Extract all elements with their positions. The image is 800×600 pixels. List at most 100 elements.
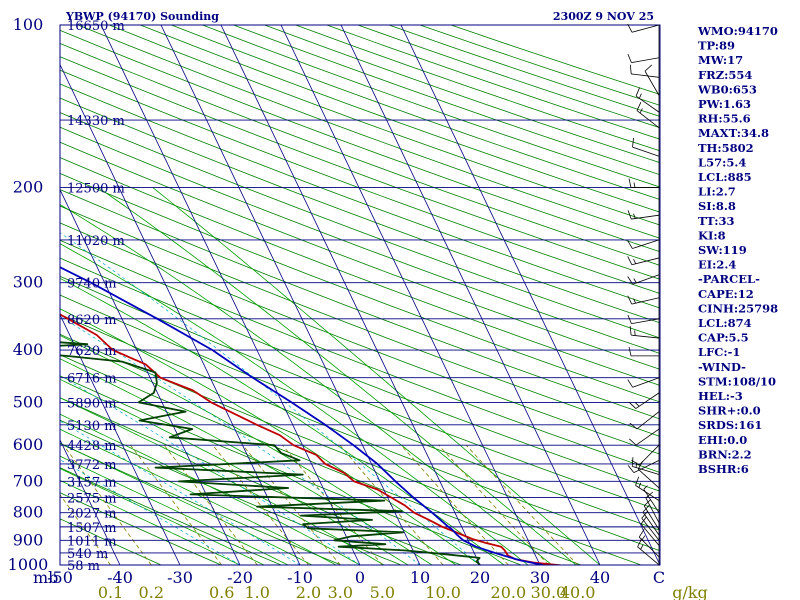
barb-flag xyxy=(627,240,633,249)
mixing-ratio-label: 40.0 xyxy=(560,583,596,600)
barb-shaft xyxy=(632,239,660,249)
barb-flag xyxy=(628,178,632,188)
index-entry: MAXT:34.8 xyxy=(698,126,769,140)
index-entry: SI:8.8 xyxy=(698,199,736,213)
height-label: 7620 m xyxy=(67,344,117,359)
barb-flag xyxy=(636,102,642,111)
wind-barb xyxy=(627,295,660,305)
height-label: 6716 m xyxy=(67,372,117,387)
barb-flag xyxy=(627,256,633,265)
barb-half xyxy=(633,213,636,219)
height-label: 2575 m xyxy=(67,492,117,507)
barb-flag xyxy=(627,465,635,473)
indices-panel: WMO:94170TP:89MW:17FRZ:554WB0:653PW:1.63… xyxy=(697,24,778,476)
station-title: YBWP (94170) Sounding xyxy=(65,10,219,23)
barb-half xyxy=(633,278,637,284)
height-label: 3157 m xyxy=(67,475,117,490)
wet-bulb-line xyxy=(60,374,361,565)
barb-half xyxy=(641,535,646,541)
barb-half xyxy=(638,482,642,488)
isotherm-line xyxy=(60,188,241,565)
wind-barb xyxy=(629,325,660,339)
barb-shaft xyxy=(631,257,660,266)
barb-half xyxy=(633,298,636,304)
barb-flag xyxy=(631,457,634,467)
height-label: 16650 m xyxy=(67,19,125,34)
temperature-profile xyxy=(60,313,567,565)
wind-barb xyxy=(627,23,660,33)
index-entry: LCL:885 xyxy=(698,170,752,184)
barb-half xyxy=(638,93,642,99)
barb-shaft xyxy=(643,488,660,513)
moist-adiabat-line xyxy=(60,455,289,565)
wind-barb xyxy=(629,64,660,78)
barb-shaft xyxy=(632,146,660,157)
temperature-tick-label: 10 xyxy=(410,568,430,587)
barb-flag xyxy=(629,422,638,430)
index-entry: EI:2.4 xyxy=(698,258,736,272)
barb-half xyxy=(640,544,644,550)
pressure-tick-label: 400 xyxy=(13,340,44,359)
index-entry: L57:5.4 xyxy=(698,155,746,169)
pressure-tick-label: 900 xyxy=(13,530,44,549)
barb-flag xyxy=(628,401,637,409)
sounding-datetime: 2300Z 9 NOV 25 xyxy=(553,10,654,23)
barb-flag xyxy=(627,53,632,63)
barb-shaft xyxy=(636,110,660,129)
height-label: 11020 m xyxy=(67,234,125,249)
index-entry: BRN:2.2 xyxy=(698,447,752,461)
isotherm-line xyxy=(60,313,181,565)
wind-barb xyxy=(627,459,660,473)
mixing-ratio-label: 0.1 xyxy=(98,583,123,600)
wind-barb xyxy=(627,274,660,285)
height-label: 8620 m xyxy=(67,313,117,328)
index-entry: EHI:0.0 xyxy=(698,433,747,447)
barb-shaft xyxy=(631,334,660,339)
mixing-ratio-label: 0.6 xyxy=(209,583,234,600)
pressure-tick-label: 700 xyxy=(13,471,44,490)
index-entry: KI:8 xyxy=(698,228,726,242)
barb-flag xyxy=(627,379,634,388)
barb-half xyxy=(639,108,643,114)
wind-barb xyxy=(638,529,660,558)
isotherms xyxy=(60,25,660,565)
pressure-tick-label: 500 xyxy=(13,392,44,411)
height-label: 1507 m xyxy=(67,521,117,536)
barb-shaft xyxy=(635,95,660,113)
barb-shaft xyxy=(637,546,660,566)
temperature-tick-label: 0 xyxy=(355,568,365,587)
barb-shaft xyxy=(644,70,660,96)
index-entry: SW:119 xyxy=(698,243,747,257)
pressure-tick-label: 1000 xyxy=(8,555,49,574)
barb-shaft xyxy=(637,468,660,489)
wind-barb xyxy=(627,377,660,388)
index-entry: PW:1.63 xyxy=(698,97,751,111)
isotherm-line xyxy=(60,63,301,565)
barb-flag xyxy=(627,314,632,324)
barb-flag xyxy=(627,276,634,285)
dewpoint-profile xyxy=(60,341,481,565)
index-entry: CAPE:12 xyxy=(698,287,754,301)
barb-half xyxy=(633,182,636,188)
barb-shaft xyxy=(632,377,660,388)
mixing-ratio-label: 20.0 xyxy=(491,583,527,600)
temperature-tick-label: 20 xyxy=(470,568,490,587)
wind-barb xyxy=(627,239,660,249)
barb-shaft xyxy=(643,505,660,530)
barb-shaft xyxy=(631,57,660,64)
barb-flag xyxy=(643,499,652,507)
barb-shaft xyxy=(632,465,660,475)
barb-flag xyxy=(627,210,632,220)
index-entry: CAP:5.5 xyxy=(698,331,749,345)
barb-shaft xyxy=(645,497,660,523)
index-entry: -PARCEL- xyxy=(698,272,760,286)
mixing-ratio-label: 5.0 xyxy=(370,583,395,600)
barb-flag xyxy=(637,538,643,547)
mixing-ratio-label: 3.0 xyxy=(328,583,353,600)
mixing-ratio-label: 1.0 xyxy=(244,583,269,600)
height-label: 9740 m xyxy=(67,277,117,292)
mixing-ratio-label: 30.0 xyxy=(531,583,567,600)
temperature-tick-label: -40 xyxy=(107,568,133,587)
isotherm-line xyxy=(60,438,121,565)
